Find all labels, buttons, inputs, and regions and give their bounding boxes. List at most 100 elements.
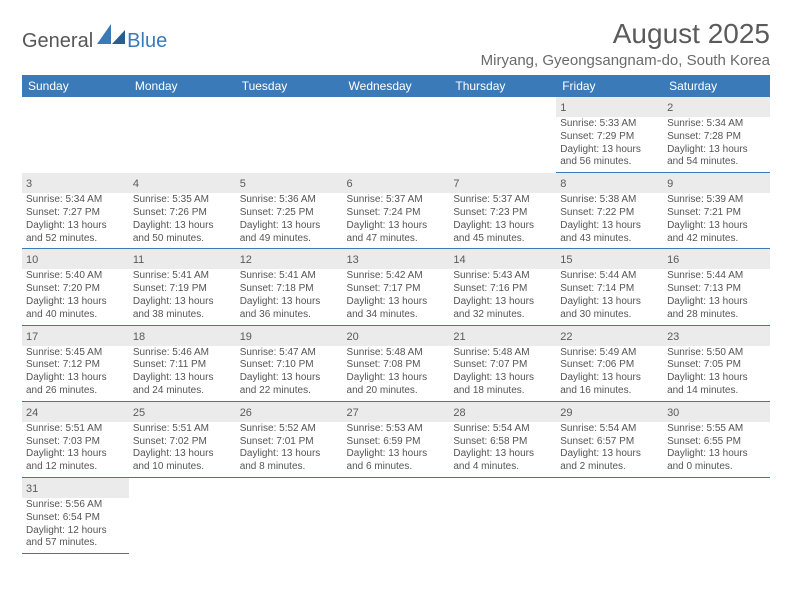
calendar-week: 1Sunrise: 5:33 AMSunset: 7:29 PMDaylight…	[22, 97, 770, 173]
sunrise-line: Sunrise: 5:34 AM	[26, 194, 125, 207]
daylight-line: Daylight: 12 hours and 57 minutes.	[26, 525, 125, 551]
header: General Blue August 2025 Miryang, Gyeong…	[22, 18, 770, 69]
daynum-row: 20	[343, 326, 450, 346]
sunset-line: Sunset: 6:58 PM	[453, 436, 552, 449]
day-info: Sunrise: 5:42 AMSunset: 7:17 PMDaylight:…	[343, 269, 450, 324]
calendar-cell: 30Sunrise: 5:55 AMSunset: 6:55 PMDayligh…	[663, 402, 770, 478]
daynum-row: 21	[449, 326, 556, 346]
day-number: 11	[133, 254, 144, 266]
sunset-line: Sunset: 7:16 PM	[453, 283, 552, 296]
sunrise-line: Sunrise: 5:45 AM	[26, 347, 125, 360]
daynum-row: 28	[449, 402, 556, 422]
calendar-cell: 5 Sunrise: 5:36 AMSunset: 7:25 PMDaylight…	[236, 173, 343, 249]
sunrise-line: Sunrise: 5:50 AM	[667, 347, 766, 360]
day-number: 13	[347, 254, 359, 266]
day-number: 30	[667, 407, 679, 419]
blank-cell	[449, 97, 556, 115]
daynum-row: 10	[22, 249, 129, 269]
day-cell: 23Sunrise: 5:50 AMSunset: 7:05 PMDayligh…	[663, 326, 770, 402]
location: Miryang, Gyeongsangnam-do, South Korea	[481, 52, 770, 69]
day-cell: 20Sunrise: 5:48 AMSunset: 7:08 PMDayligh…	[343, 326, 450, 402]
calendar-head: SundayMondayTuesdayWednesdayThursdayFrid…	[22, 75, 770, 97]
daynum-row: 30	[663, 402, 770, 422]
daynum-row: 17	[22, 326, 129, 346]
day-number: 6	[347, 178, 353, 190]
sunrise-line: Sunrise: 5:39 AM	[667, 194, 766, 207]
day-cell: 7Sunrise: 5:37 AMSunset: 7:23 PMDaylight…	[449, 173, 556, 249]
day-number: 21	[453, 331, 465, 343]
daylight-line: Daylight: 13 hours and 47 minutes.	[347, 220, 446, 246]
day-info: Sunrise: 5:51 AMSunset: 7:03 PMDaylight:…	[22, 422, 129, 477]
sunset-line: Sunset: 7:27 PM	[26, 207, 125, 220]
calendar-cell: 22Sunrise: 5:49 AMSunset: 7:06 PMDayligh…	[556, 326, 663, 402]
daynum-row: 16	[663, 249, 770, 269]
blank-cell	[236, 97, 343, 115]
calendar-cell: 18 Sunrise: 5:46 AMSunset: 7:11 PMDayligh…	[129, 326, 236, 402]
daylight-line: Daylight: 13 hours and 50 minutes.	[133, 220, 232, 246]
day-info: Sunrise: 5:54 AMSunset: 6:57 PMDaylight:…	[556, 422, 663, 477]
sunset-line: Sunset: 6:59 PM	[347, 436, 446, 449]
calendar-cell: 19Sunrise: 5:47 AMSunset: 7:10 PMDayligh…	[236, 326, 343, 402]
day-cell: 19Sunrise: 5:47 AMSunset: 7:10 PMDayligh…	[236, 326, 343, 402]
sunset-line: Sunset: 7:10 PM	[240, 359, 339, 372]
calendar-week: 31Sunrise: 5:56 AMSunset: 6:54 PMDayligh…	[22, 478, 770, 554]
day-cell: 12Sunrise: 5:41 AMSunset: 7:18 PMDayligh…	[236, 249, 343, 325]
title-block: August 2025 Miryang, Gyeongsangnam-do, S…	[481, 18, 770, 69]
daynum-row: 31	[22, 478, 129, 498]
sunset-line: Sunset: 7:12 PM	[26, 359, 125, 372]
day-number: 18	[133, 331, 145, 343]
day-number: 5	[240, 178, 246, 190]
calendar-week: 3 Sunrise: 5:34 AMSunset: 7:27 PM Daylight…	[22, 173, 770, 249]
sunrise-line: Sunrise: 5:51 AM	[133, 423, 232, 436]
daylight-line: Daylight: 13 hours and 49 minutes.	[240, 220, 339, 246]
daylight-line: Daylight: 13 hours and 18 minutes.	[453, 372, 552, 398]
calendar-cell: 31Sunrise: 5:56 AMSunset: 6:54 PMDayligh…	[22, 478, 129, 554]
daynum-row: 18	[129, 326, 236, 346]
calendar-cell: 24Sunrise: 5:51 AMSunset: 7:03 PMDayligh…	[22, 402, 129, 478]
day-info: Sunrise: 5:46 AMSunset: 7:11 PMDaylight:…	[129, 346, 236, 401]
day-cell: 13 Sunrise: 5:42 AMSunset: 7:17 PMDayligh…	[343, 249, 450, 325]
calendar-cell: 2Sunrise: 5:34 AMSunset: 7:28 PMDaylight…	[663, 97, 770, 173]
day-cell: 5 Sunrise: 5:36 AMSunset: 7:25 PMDaylight…	[236, 173, 343, 249]
day-number: 27	[347, 407, 359, 419]
day-header: Saturday	[663, 75, 770, 97]
day-info: Sunrise: 5:45 AMSunset: 7:12 PMDaylight:…	[22, 346, 129, 401]
day-cell: 27 Sunrise: 5:53 AMSunset: 6:59 PMDayligh…	[343, 402, 450, 478]
day-info: Sunrise: 5:52 AMSunset: 7:01 PMDaylight:…	[236, 422, 343, 477]
daynum-row: 15	[556, 249, 663, 269]
day-number: 25	[133, 407, 145, 419]
daynum-row: 13	[343, 249, 450, 269]
calendar-body: 1Sunrise: 5:33 AMSunset: 7:29 PMDaylight…	[22, 97, 770, 554]
daylight-line: Daylight: 13 hours and 36 minutes.	[240, 296, 339, 322]
day-info: Sunrise: 5:49 AMSunset: 7:06 PMDaylight:…	[556, 346, 663, 401]
daynum-row: 3	[22, 173, 129, 193]
sunrise-line: Sunrise: 5:48 AM	[453, 347, 552, 360]
calendar-cell: 29Sunrise: 5:54 AMSunset: 6:57 PMDayligh…	[556, 402, 663, 478]
calendar-cell	[556, 478, 663, 554]
daylight-line: Daylight: 13 hours and 28 minutes.	[667, 296, 766, 322]
day-info: Sunrise: 5:53 AMSunset: 6:59 PMDaylight:…	[343, 422, 450, 477]
sunrise-line: Sunrise: 5:42 AM	[347, 270, 446, 283]
day-number: 9	[667, 178, 673, 190]
day-number: 15	[560, 254, 572, 266]
daylight-line: Daylight: 13 hours and 22 minutes.	[240, 372, 339, 398]
day-info: Sunrise: 5:37 AMSunset: 7:23 PMDaylight:…	[449, 193, 556, 248]
daylight-line: Daylight: 13 hours and 34 minutes.	[347, 296, 446, 322]
sunset-line: Sunset: 7:19 PM	[133, 283, 232, 296]
daylight-line: Daylight: 13 hours and 4 minutes.	[453, 448, 552, 474]
day-info: Sunrise: 5:48 AMSunset: 7:08 PMDaylight:…	[343, 346, 450, 401]
day-number: 3	[26, 178, 32, 190]
sunrise-line: Sunrise: 5:56 AM	[26, 499, 125, 512]
calendar-cell: 9Sunrise: 5:39 AMSunset: 7:21 PMDaylight…	[663, 173, 770, 249]
calendar-cell: 4Sunrise: 5:35 AMSunset: 7:26 PMDaylight…	[129, 173, 236, 249]
day-number: 1	[560, 102, 566, 114]
blank-cell	[343, 97, 450, 115]
daylight-line: Daylight: 13 hours and 8 minutes.	[240, 448, 339, 474]
day-info: Sunrise: 5:36 AMSunset: 7:25 PMDaylight:…	[236, 193, 343, 248]
day-info: Sunrise: 5:47 AMSunset: 7:10 PMDaylight:…	[236, 346, 343, 401]
daynum-row: 23	[663, 326, 770, 346]
sunrise-line: Sunrise: 5:54 AM	[453, 423, 552, 436]
sunrise-line: Sunrise: 5:41 AM	[240, 270, 339, 283]
daylight-line: Daylight: 13 hours and 0 minutes.	[667, 448, 766, 474]
day-info: Sunrise: 5:41 AMSunset: 7:18 PMDaylight:…	[236, 269, 343, 324]
